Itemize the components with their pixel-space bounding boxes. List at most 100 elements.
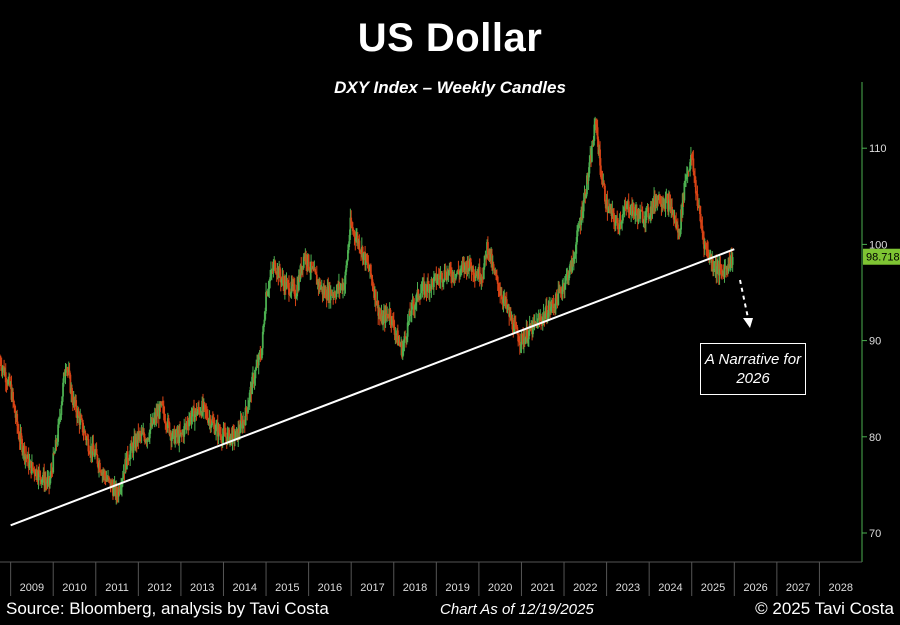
candle-body: [635, 208, 638, 214]
candle-body: [428, 286, 431, 293]
candle-body: [442, 279, 445, 282]
candle-body: [308, 268, 311, 271]
candle-body: [309, 270, 312, 272]
candle-body: [0, 359, 2, 367]
candle-body: [356, 235, 359, 244]
candle-body: [101, 472, 104, 475]
candle-body: [111, 482, 114, 488]
candle-body: [498, 290, 501, 292]
candle-body: [301, 266, 303, 274]
candle-body: [623, 206, 626, 212]
candle-body: [700, 222, 703, 226]
candle-body: [61, 396, 64, 406]
candle-body: [679, 229, 682, 236]
candle-body: [266, 291, 269, 296]
candle-body: [52, 453, 55, 473]
candle-body: [17, 431, 20, 440]
candle-body: [203, 402, 206, 406]
candle-body: [728, 257, 731, 268]
candle-body: [40, 479, 43, 483]
x-tick-label: 2011: [105, 582, 129, 594]
candle-body: [371, 279, 374, 287]
candle-body: [372, 286, 375, 290]
candle-body: [378, 312, 381, 317]
candle-body: [274, 260, 276, 272]
candle-body: [98, 462, 101, 472]
y-tick-label: 100: [869, 239, 887, 251]
candle-body: [396, 330, 399, 346]
candle-body: [661, 203, 664, 207]
candle-body: [534, 321, 537, 324]
candle-body: [527, 339, 529, 342]
candle-body: [693, 171, 696, 176]
trendline: [10, 248, 735, 527]
candle-body: [392, 319, 395, 328]
candle-body: [16, 414, 19, 426]
candle-body: [464, 262, 466, 271]
candle-body: [4, 372, 7, 383]
candle-body: [247, 406, 249, 413]
candle-body: [338, 283, 341, 290]
candle-body: [196, 411, 199, 416]
candle-body: [421, 283, 424, 291]
candle-body: [351, 225, 353, 228]
projection-arrowhead: [743, 318, 753, 328]
candle-body: [676, 224, 679, 233]
candle-body: [268, 281, 271, 289]
candle-body: [366, 261, 369, 263]
candle-body: [683, 182, 686, 201]
candle-body: [223, 430, 226, 433]
x-tick-label: 2022: [573, 582, 597, 594]
y-tick-label: 90: [869, 336, 881, 348]
annotation-box: A Narrative for 2026: [700, 343, 806, 395]
candle-body: [573, 256, 576, 258]
copyright-note: © 2025 Tavi Costa: [755, 599, 894, 618]
candle-body: [198, 409, 201, 414]
candle-body: [596, 127, 599, 140]
candle-body: [269, 277, 272, 282]
candle-body: [60, 405, 63, 416]
candle-body: [148, 438, 150, 440]
x-tick-label: 2028: [828, 582, 852, 594]
candle-body: [221, 436, 224, 443]
candle-body: [238, 432, 241, 434]
candle-body: [345, 265, 348, 272]
candle-body: [349, 217, 352, 235]
y-tick-label: 70: [869, 528, 881, 540]
candle-body: [222, 430, 225, 437]
candle-body: [651, 201, 654, 214]
candle-body: [188, 419, 190, 427]
candle-body: [279, 267, 281, 277]
candle-body: [37, 469, 40, 481]
candle-body: [621, 220, 624, 222]
candle-body: [578, 223, 581, 228]
candle-body: [391, 316, 394, 325]
candle-body: [459, 269, 462, 272]
candle-body: [351, 227, 354, 232]
candle-body: [593, 124, 596, 141]
x-tick-label: 2021: [530, 582, 554, 594]
candle-body: [58, 418, 60, 425]
candle-body: [305, 254, 308, 265]
candle-body: [264, 310, 267, 320]
candle-body: [455, 274, 457, 279]
candle-body: [616, 218, 619, 224]
candle-body: [69, 374, 72, 393]
candle-body: [694, 180, 697, 194]
candle-body: [516, 327, 519, 335]
candle-body: [121, 477, 124, 481]
candle-body: [713, 269, 716, 270]
candle-body: [212, 421, 215, 424]
candle-body: [460, 264, 463, 270]
candle-body: [132, 441, 135, 453]
candle-body: [436, 280, 439, 284]
candle-body: [689, 162, 691, 171]
candle-body: [24, 454, 27, 460]
candle-body: [467, 260, 470, 272]
candle-body: [22, 451, 24, 453]
candle-body: [374, 289, 377, 305]
candle-body: [254, 369, 257, 379]
candle-body: [290, 281, 293, 293]
candle-body: [716, 266, 719, 275]
candle-body: [690, 154, 693, 159]
